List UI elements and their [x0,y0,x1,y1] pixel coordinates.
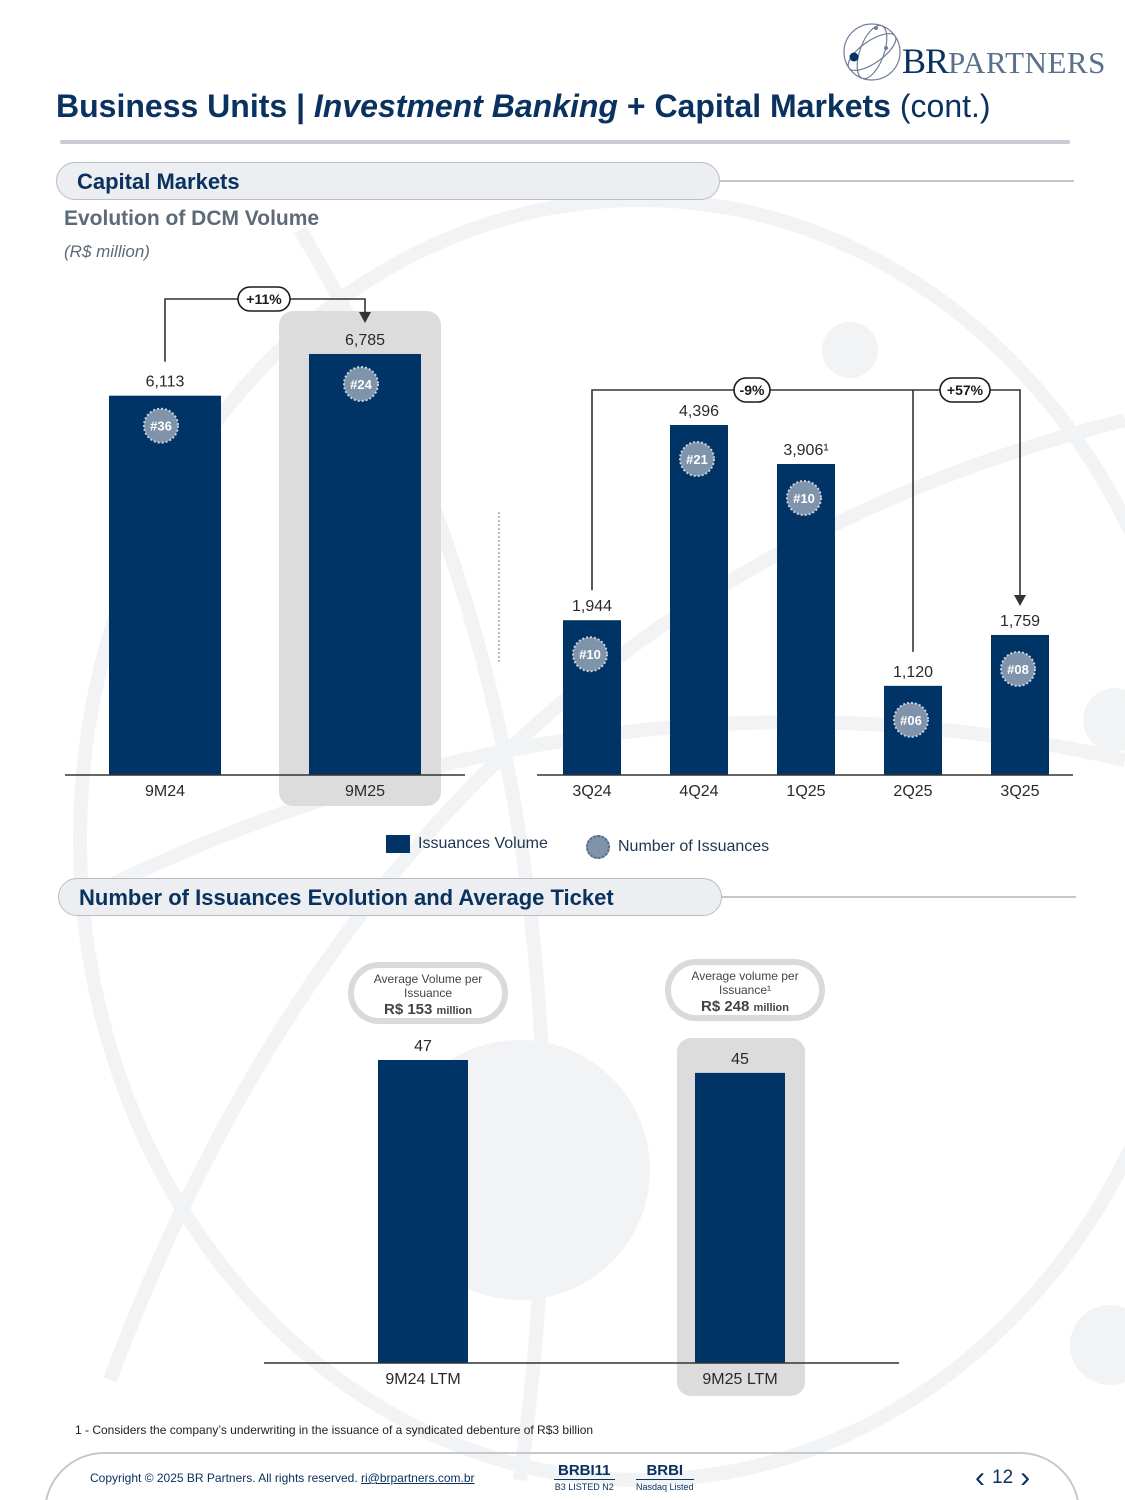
legend-badge-icon [586,835,610,859]
ticker-b3: BRBI11 B3 LISTED N2 [554,1462,615,1492]
rank-badge-icon [572,636,608,673]
growth-bracket [591,389,1021,597]
rank-badge-label: #08 [1007,662,1029,677]
copyright: Copyright © 2025 BR Partners. All rights… [90,1471,475,1485]
chart-unit: (R$ million) [64,242,150,261]
growth-annotation-label: +57% [947,382,984,398]
rank-badge-label: #21 [686,452,708,467]
avg-ticket-callout-9m25: Average volume per Issuance¹ R$ 248 mill… [665,959,825,1021]
legend-swatch-volume [386,835,410,853]
arrow-head [1014,595,1026,606]
page-number: 12 [992,1467,1014,1488]
section-label: Capital Markets [77,169,240,194]
rank-badge-label: #10 [579,647,601,662]
title-part4: (cont.) [890,88,991,124]
growth-annotation-label: -9% [740,382,765,398]
rank-badge-icon [1000,650,1036,687]
growth-annotation-pill [733,377,771,403]
category-label: 9M25 LTM [702,1371,777,1388]
rank-badge-label: #24 [350,377,372,392]
page-title: Business Units | Investment Banking + Ca… [56,88,991,125]
value-label: 3,906¹ [783,442,828,459]
title-separator: | [287,88,314,124]
bar-9M24 [109,395,221,775]
category-label: 4Q24 [679,783,718,800]
chart-subtitle: Evolution of DCM Volume [64,207,320,230]
section-label: Number of Issuances Evolution and Averag… [79,885,614,910]
bar-9M24 LTM [378,1060,468,1363]
section-divider [720,180,1074,182]
title-part3: + Capital Markets [617,88,891,124]
legend-item-number: Number of Issuances [586,835,769,859]
section-header-capital-markets: Capital Markets [56,162,720,200]
section-divider [722,896,1076,898]
value-label: 47 [414,1038,432,1055]
category-label: 3Q25 [1000,783,1039,800]
footnote: 1 - Considers the company’s underwriting… [75,1423,594,1437]
value-label: 6,785 [345,332,385,349]
category-label: 9M24 LTM [385,1371,460,1388]
category-label: 9M25 [345,783,385,800]
callout-value: R$ 248 million [701,998,789,1015]
callout-value: R$ 153 million [384,1001,472,1018]
rank-badge-icon [679,441,715,477]
ir-email-link[interactable]: ri@brpartners.com.br [360,1471,475,1485]
callout-label: Average volume per Issuance¹ [691,969,799,997]
next-page-chevron-icon[interactable]: › [1020,1461,1031,1494]
section-header-issuances: Number of Issuances Evolution and Averag… [58,878,722,916]
legend-label-volume: Issuances Volume [418,835,548,852]
rank-badge-label: #36 [150,419,172,434]
logo-wordmark: BRPARTNERS [902,40,1106,82]
growth-annotation-pill [939,377,991,403]
copyright-text: Copyright © 2025 BR Partners. All rights… [90,1471,361,1485]
value-label: 6,113 [146,374,185,391]
legend-item-volume: Issuances Volume [386,835,548,853]
br-partners-logo-icon [843,23,901,81]
title-part1: Business Units [56,88,288,124]
category-label: 9M24 [145,783,185,800]
prev-page-chevron-icon[interactable]: ‹ [975,1461,985,1494]
logo-br: BR [902,41,949,81]
growth-annotation-label: +11% [246,291,282,307]
rank-badge-icon [893,701,929,738]
rank-badge-label: #10 [793,491,815,506]
growth-annotation-pill [237,286,291,312]
arrow-head [359,312,371,323]
ticker-nasdaq: BRBI Nasdaq Listed [636,1462,694,1492]
legend-label-number: Number of Issuances [618,838,770,855]
ticker-code: BRBI11 [554,1462,615,1480]
title-part2: Investment Banking [313,88,618,124]
avg-ticket-callout-9m24: Average Volume per Issuance R$ 153 milli… [348,962,508,1024]
callout-label: Average Volume per Issuance [373,972,483,1000]
rank-badge-icon [786,480,822,517]
category-label: 1Q25 [786,783,825,800]
category-label: 3Q24 [572,783,611,800]
ticker-code: BRBI [636,1462,694,1480]
title-rule [60,140,1070,144]
ticker-sub: Nasdaq Listed [636,1482,694,1492]
value-label: 4,396 [679,403,719,420]
value-label: 45 [731,1051,749,1068]
rank-badge-icon [143,407,179,444]
bar-4Q24 [670,425,728,775]
bar-9M25 [309,354,421,775]
rank-badge-label: #06 [900,713,922,728]
page-navigator: ‹ 12 › [975,1462,1030,1494]
value-label: 1,120 [893,664,933,681]
category-label: 2Q25 [893,783,932,800]
value-label: 1,759 [1000,613,1040,630]
value-label: 1,944 [572,598,612,615]
bar-9M25 LTM [695,1072,785,1363]
logo-partners: PARTNERS [948,45,1106,80]
ticker-sub: B3 LISTED N2 [554,1482,614,1492]
rank-badge-icon [343,366,379,402]
